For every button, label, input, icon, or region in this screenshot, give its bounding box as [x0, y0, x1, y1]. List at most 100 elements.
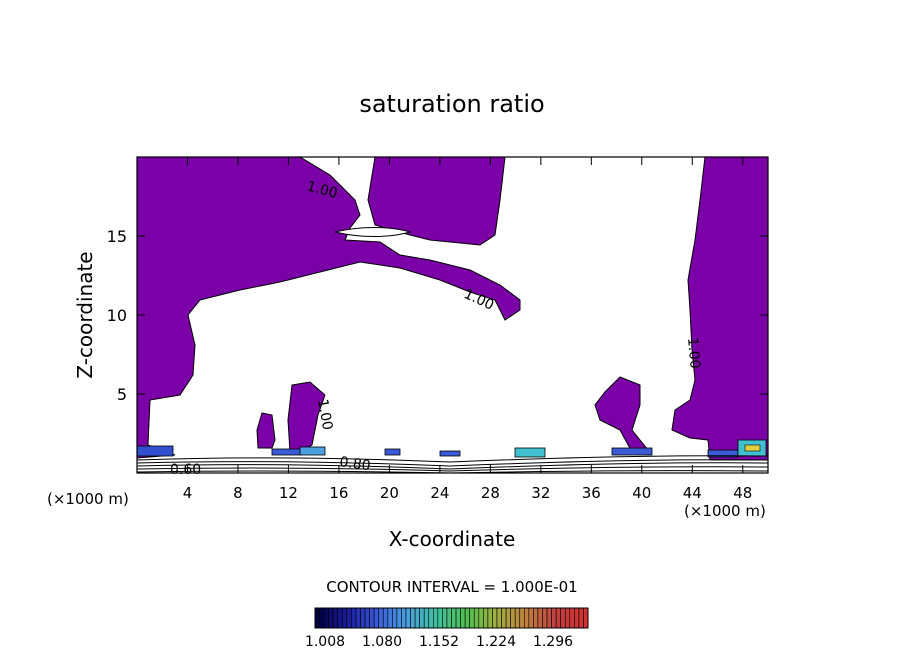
- y-tick-label: 10: [107, 306, 127, 325]
- colorbar-swatch: [432, 607, 439, 629]
- colorbar-swatch: [555, 607, 562, 629]
- colorbar-swatch: [360, 607, 366, 629]
- colorbar-swatch: [446, 607, 452, 629]
- colorbar-swatch: [396, 607, 402, 629]
- x-axis-ticks: 4 8 12 16 20 24 28 32 36 40 44 48: [183, 157, 752, 502]
- x-tick-label: 12: [279, 484, 298, 502]
- colorbar-swatch: [437, 607, 443, 629]
- colorbar-tick-label: 1.008: [305, 634, 345, 650]
- colorbar-swatch: [578, 607, 584, 629]
- x-unit-right: (×1000 m): [684, 502, 766, 520]
- colorbar-swatch: [346, 607, 352, 629]
- x-tick-label: 40: [632, 484, 651, 502]
- colorbar-swatch: [442, 607, 448, 629]
- x-tick-label: 44: [683, 484, 702, 502]
- contour-label: 0.60: [170, 462, 201, 478]
- chart-title: saturation ratio: [359, 90, 544, 118]
- y-tick-label: 15: [107, 227, 127, 246]
- colorbar-tick-label: 1.224: [476, 634, 516, 650]
- colorbar-swatch: [496, 607, 502, 629]
- y-axis-label: Z-coordinate: [73, 251, 97, 378]
- colorbar-tick-label: 1.152: [419, 634, 459, 650]
- colorbar-swatch: [410, 607, 416, 629]
- colorbar-swatch: [519, 607, 525, 629]
- contour-label: 1.00: [305, 178, 339, 202]
- colorbar-swatch: [314, 607, 320, 629]
- contour-label: 0.80: [338, 454, 371, 474]
- colorbar-frame: [314, 607, 589, 629]
- colorbar-swatch: [323, 607, 329, 629]
- colorbar-swatch: [373, 607, 379, 629]
- x-unit-left: (×1000 m): [47, 490, 129, 508]
- colorbar-swatch: [382, 607, 389, 629]
- colorbar-swatch: [460, 607, 466, 629]
- colorbar-swatch: [405, 607, 411, 629]
- x-tick-label: 4: [183, 484, 193, 502]
- colorbar-swatch: [392, 607, 398, 629]
- contour-interval-text: CONTOUR INTERVAL = 1.000E-01: [326, 578, 577, 596]
- surface-cells: [136, 439, 767, 458]
- colorbar-swatch: [551, 607, 557, 629]
- colorbar-swatch: [401, 607, 407, 629]
- region-cell-10: [256, 412, 276, 449]
- x-tick-label: 36: [582, 484, 601, 502]
- region-upper-right: [671, 156, 769, 461]
- colorbar: [314, 607, 589, 629]
- colorbar-swatch: [387, 607, 393, 629]
- colorbar-swatch: [364, 607, 370, 629]
- colorbar-swatch: [478, 607, 484, 629]
- colorbar-swatch: [583, 607, 589, 629]
- colorbar-swatch: [451, 607, 457, 629]
- colorbar-swatch: [423, 607, 430, 629]
- colorbar-swatch: [378, 607, 384, 629]
- colorbar-swatch: [355, 607, 361, 629]
- colorbar-swatch: [533, 607, 539, 629]
- colorbar-tick-labels: 1.008 1.080 1.152 1.224 1.296: [305, 634, 573, 650]
- colorbar-swatch: [473, 607, 480, 629]
- colorbar-swatch: [574, 607, 580, 629]
- colorbar-swatch: [469, 607, 475, 629]
- colorbar-swatch: [351, 607, 357, 629]
- colorbar-swatch: [564, 607, 571, 629]
- x-tick-label: 8: [233, 484, 243, 502]
- colorbar-swatch: [487, 607, 493, 629]
- x-tick-label: 24: [430, 484, 449, 502]
- colorbar-tick-label: 1.296: [533, 634, 573, 650]
- colorbar-swatch: [341, 607, 348, 629]
- region-cell-39: [594, 376, 649, 453]
- colorbar-swatch: [428, 607, 434, 629]
- colorbar-swatch: [505, 607, 511, 629]
- contour-label: 1.00: [684, 337, 703, 369]
- colorbar-swatch: [337, 607, 343, 629]
- colorbar-swatch: [319, 607, 325, 629]
- colorbar-swatch: [542, 607, 548, 629]
- colorbar-swatch: [514, 607, 521, 629]
- contour-label: 1.00: [314, 398, 335, 431]
- colorbar-swatch: [414, 607, 420, 629]
- colorbar-swatch: [528, 607, 534, 629]
- x-tick-label: 20: [380, 484, 399, 502]
- colorbar-swatch: [492, 607, 498, 629]
- colorbar-swatch: [455, 607, 461, 629]
- colorbar-swatch: [537, 607, 543, 629]
- colorbar-swatch: [483, 607, 489, 629]
- colorbar-swatch: [510, 607, 516, 629]
- x-tick-label: 48: [733, 484, 752, 502]
- contour-label-group: 1.00 1.00 1.00 1.00 0.80 0.60: [170, 178, 703, 478]
- colorbar-swatch: [328, 607, 334, 629]
- colorbar-swatch: [546, 607, 552, 629]
- colorbar-swatch: [560, 607, 566, 629]
- colorbar-swatch: [501, 607, 507, 629]
- colorbar-swatch: [569, 607, 575, 629]
- x-tick-label: 16: [329, 484, 348, 502]
- colorbar-swatch: [369, 607, 375, 629]
- x-tick-label: 32: [531, 484, 550, 502]
- region-cell-13: [287, 381, 326, 453]
- x-axis-label: X-coordinate: [389, 527, 516, 551]
- colorbar-swatch: [464, 607, 470, 629]
- supersaturated-regions: [136, 156, 769, 461]
- x-tick-label: 28: [481, 484, 500, 502]
- colorbar-swatch: [332, 607, 339, 629]
- y-axis-ticks: 5 10 15: [107, 227, 768, 404]
